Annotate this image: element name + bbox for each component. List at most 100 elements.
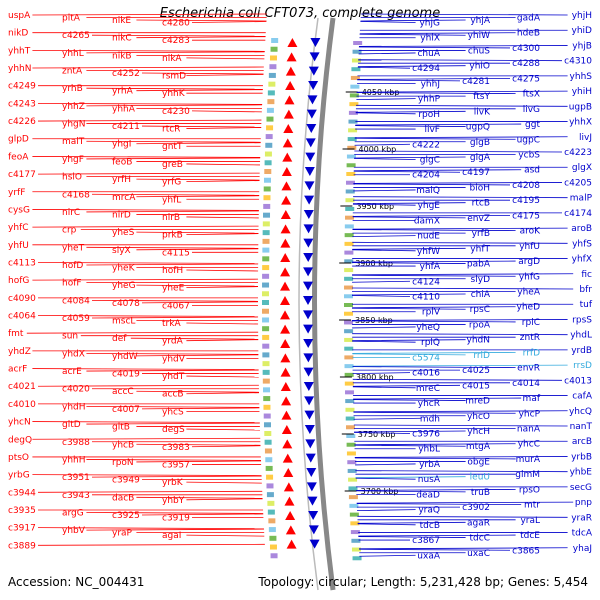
gene-leader-line — [32, 474, 262, 477]
forward-strand-arrow-icon — [285, 66, 296, 76]
gene-label: fmt — [8, 329, 24, 339]
feature-block — [264, 160, 272, 166]
forward-strand-arrow-icon — [282, 439, 293, 449]
gene-label: murA — [516, 455, 541, 465]
gene-leader-line — [354, 136, 568, 139]
gene-label: rpoA — [469, 320, 491, 330]
gene-label: yhdW — [112, 352, 138, 362]
accession-readout: Accession: NC_004431 — [8, 575, 144, 589]
feature-block — [268, 72, 276, 78]
gene-leader-line — [186, 339, 259, 342]
gene-label: yhdL — [570, 331, 592, 341]
gene-label: aroB — [571, 224, 592, 234]
gene-leader-line — [86, 406, 260, 408]
gene-leader-line — [354, 457, 516, 460]
gene-leader-line — [136, 19, 267, 22]
gene-label: yheS — [112, 228, 135, 238]
gene-leader-line — [86, 140, 261, 143]
feature-block — [262, 247, 270, 253]
gene-leader-line — [32, 13, 267, 16]
gene-label: nikD — [8, 29, 28, 39]
feature-block — [268, 81, 276, 87]
forward-strand-arrow-icon — [283, 109, 294, 119]
gene-leader-line — [26, 331, 259, 334]
feature-block — [344, 364, 354, 369]
gene-leader-line — [186, 216, 259, 219]
gene-leader-line — [353, 189, 416, 192]
gene-leader-line — [136, 390, 259, 393]
gene-leader-line — [86, 87, 263, 90]
reverse-strand-arrow-icon — [304, 167, 315, 176]
gene-label: c4243 — [8, 99, 36, 109]
gene-leader-line — [353, 417, 422, 420]
gene-label: acrE — [62, 367, 82, 377]
feature-block — [344, 329, 354, 334]
forward-strand-arrow-icon — [280, 210, 291, 219]
gene-label: secG — [570, 483, 592, 493]
gene-leader-line — [37, 262, 259, 264]
gene-label: yhjH — [572, 11, 592, 21]
reverse-strand-arrow-icon — [309, 52, 320, 62]
gene-label: glgA — [470, 153, 491, 163]
gene-leader-line — [352, 307, 466, 310]
gene-leader-line — [358, 547, 568, 550]
gene-label: c4174 — [564, 209, 592, 219]
gene-label: yhdN — [467, 336, 490, 346]
feature-block — [350, 521, 360, 526]
topology-label: Topology: — [258, 575, 315, 589]
gene-leader-line — [37, 490, 263, 493]
gene-leader-line — [352, 333, 568, 336]
gene-leader-line — [186, 286, 259, 289]
gene-label: asd — [524, 166, 540, 176]
gene-label: c4019 — [112, 370, 140, 380]
gene-label: pitA — [62, 14, 81, 24]
gene-label: yheG — [112, 281, 136, 291]
gene-label: c4222 — [412, 140, 440, 150]
gene-label: yhfX — [572, 255, 592, 265]
gene-leader-line — [356, 98, 416, 101]
feature-block — [344, 355, 354, 360]
gene-label: arcB — [572, 437, 592, 447]
gene-label: obgE — [467, 457, 490, 467]
gene-label: yraR — [571, 513, 592, 523]
gene-label: envZ — [467, 214, 490, 224]
gene-leader-line — [357, 65, 466, 68]
feature-block — [264, 151, 272, 157]
gene-label: yhiX — [420, 34, 440, 44]
gene-leader-line — [191, 110, 262, 113]
accession-value: NC_004431 — [75, 575, 145, 589]
gene-label: c4288 — [512, 59, 540, 69]
gene-label: c4197 — [462, 168, 490, 178]
gene-label: yhbY — [162, 496, 185, 506]
gene-leader-line — [186, 269, 259, 272]
gene-label: acrF — [8, 365, 27, 375]
gene-label: argD — [518, 257, 540, 267]
gene-leader-line — [32, 421, 260, 423]
gene-label: maf — [523, 394, 541, 404]
gene-label: c5574 — [412, 353, 440, 363]
feature-block — [345, 416, 355, 421]
feature-block — [262, 361, 270, 367]
gene-label: c4205 — [564, 178, 592, 188]
gene-label: mreC — [416, 384, 440, 394]
gene-label: hslO — [62, 173, 82, 183]
gene-leader-line — [32, 156, 261, 158]
gene-leader-line — [136, 195, 260, 198]
gene-leader-line — [357, 521, 466, 524]
gene-label: c3919 — [162, 513, 190, 523]
gene-label: rplQ — [421, 338, 440, 348]
gene-label: yhiO — [469, 62, 490, 72]
gene-leader-line — [136, 284, 259, 287]
gene-leader-line — [37, 172, 260, 175]
feature-block — [344, 224, 354, 229]
gene-label: yhdH — [62, 402, 86, 412]
gene-leader-line — [136, 89, 263, 92]
gene-leader-line — [357, 523, 416, 526]
genes-label: Genes: — [507, 575, 550, 589]
feature-block — [266, 116, 274, 122]
gene-leader-line — [37, 315, 259, 317]
gene-leader-line — [352, 326, 416, 329]
feature-block — [264, 169, 272, 174]
feature-block — [344, 276, 354, 281]
gene-leader-line — [86, 352, 259, 355]
